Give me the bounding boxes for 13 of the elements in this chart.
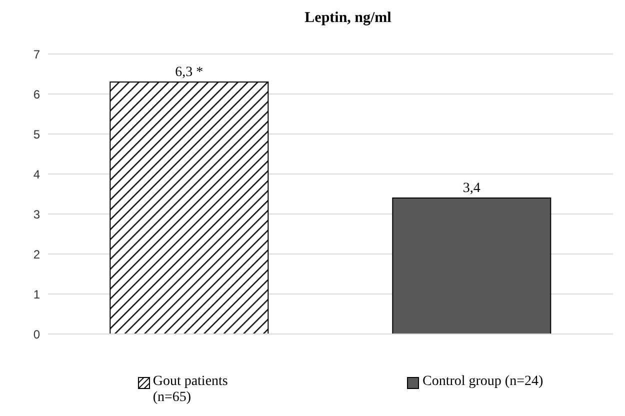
data-label: 6,3 *	[175, 65, 204, 80]
y-tick-label: 1	[33, 287, 40, 302]
text: Gout patients (n=65)	[152, 374, 229, 406]
y-tick-label: 7	[33, 47, 40, 62]
y-tick-label: 3	[33, 207, 40, 222]
data-label: 3,4	[462, 181, 480, 196]
chart-title: Leptin, ng/ml	[304, 10, 392, 27]
legend-label: Control group (n=24)	[422, 374, 544, 390]
y-tick-label: 2	[33, 247, 40, 262]
y-tick-label: 0	[33, 327, 40, 342]
y-tick-label: 4	[33, 167, 40, 182]
y-tick-label: 5	[33, 127, 40, 142]
y-tick-label: 6	[33, 87, 40, 102]
